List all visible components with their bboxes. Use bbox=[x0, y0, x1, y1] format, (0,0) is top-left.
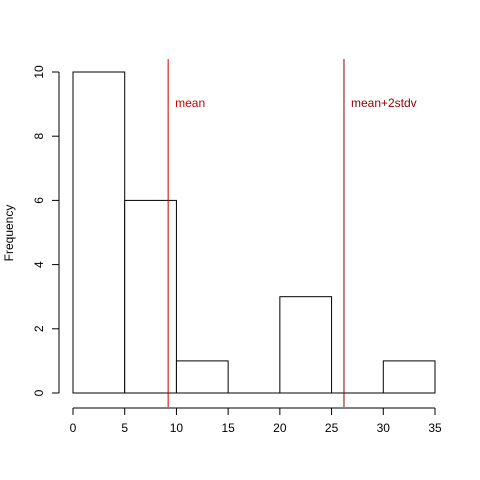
x-tick-label: 30 bbox=[377, 421, 391, 435]
y-tick-label: 4 bbox=[32, 261, 46, 268]
histogram-bar bbox=[279, 296, 333, 394]
x-tick-label: 10 bbox=[170, 421, 184, 435]
x-tick-label: 35 bbox=[428, 421, 442, 435]
histogram-bar bbox=[72, 71, 126, 394]
y-tick-label: 2 bbox=[32, 325, 46, 332]
x-tick-label: 15 bbox=[221, 421, 235, 435]
reference-line-label: mean bbox=[175, 96, 205, 110]
x-tick-label: 20 bbox=[273, 421, 287, 435]
reference-lines-group: mean mean+2stdv bbox=[167, 59, 417, 407]
histogram-bar bbox=[124, 199, 177, 394]
y-tick-label: 8 bbox=[32, 133, 46, 140]
histogram-bar bbox=[175, 360, 229, 394]
reference-line-label: mean+2stdv bbox=[351, 96, 417, 110]
y-tick-label: 6 bbox=[32, 197, 46, 204]
histogram-bar bbox=[382, 360, 436, 394]
x-axis: 0 5 10 15 20 25 30 35 bbox=[70, 407, 442, 435]
x-tick-label: 25 bbox=[325, 421, 339, 435]
x-tick-label: 0 bbox=[70, 421, 77, 435]
y-tick-label: 10 bbox=[32, 65, 46, 79]
y-axis: 0 2 4 6 8 10 bbox=[32, 65, 60, 396]
y-axis-label: Frequency bbox=[2, 205, 16, 262]
x-tick-label: 5 bbox=[121, 421, 128, 435]
y-tick-label: 0 bbox=[32, 389, 46, 396]
